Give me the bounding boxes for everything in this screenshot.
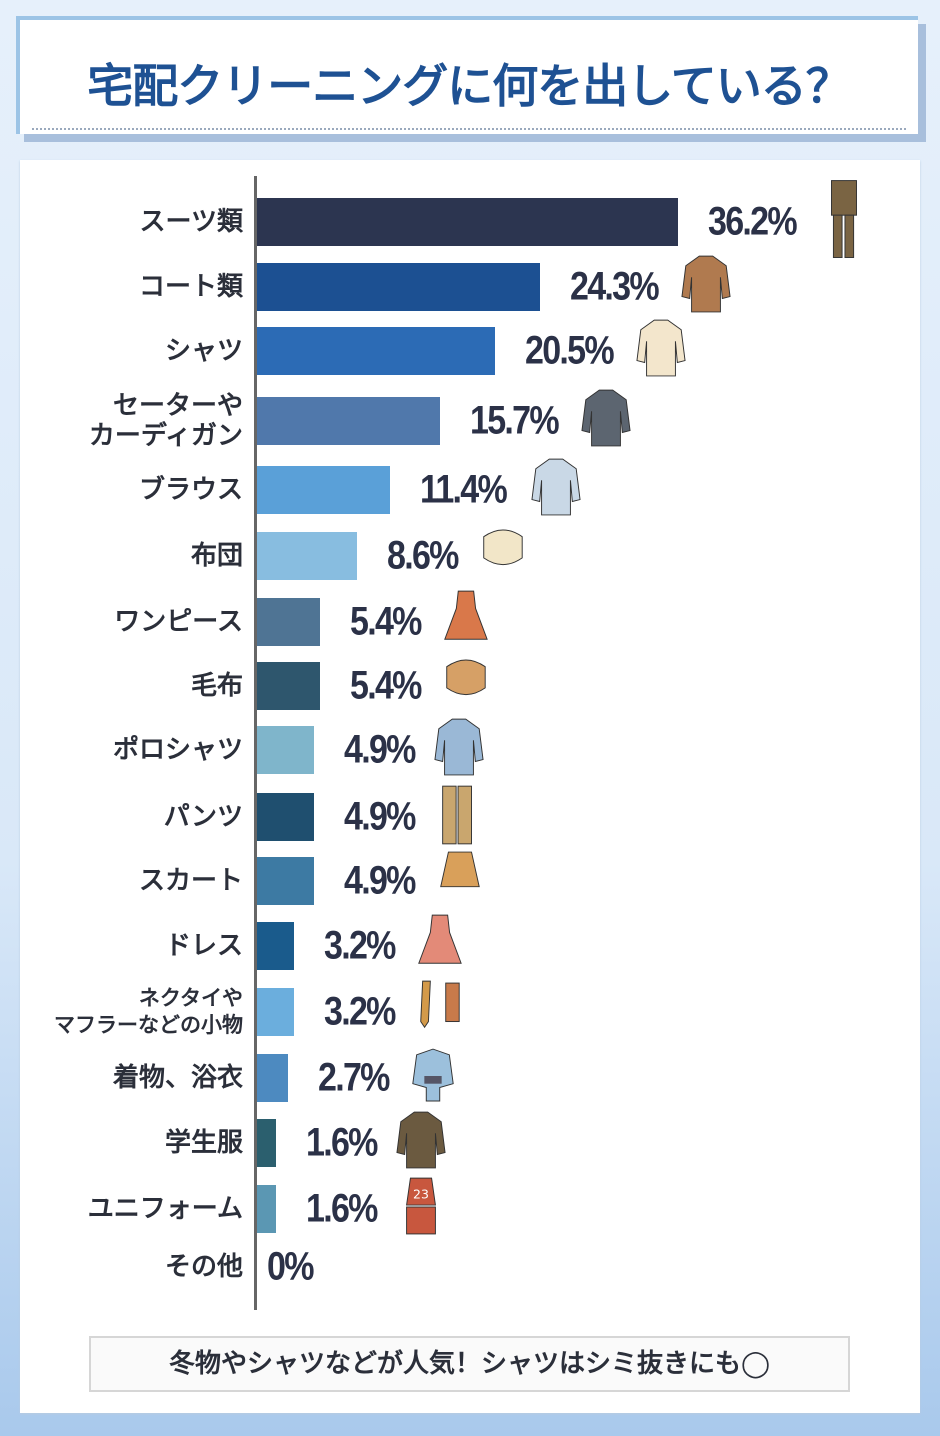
- category-label: パンツ: [163, 802, 243, 832]
- data-label: 4.9%: [343, 858, 416, 903]
- y-axis-line: [254, 176, 257, 1310]
- bar: [257, 922, 295, 970]
- data-label: 5.4%: [349, 599, 422, 644]
- data-label: 8.6%: [387, 533, 459, 578]
- category-label: 布団: [190, 541, 243, 571]
- blouse-icon: [531, 456, 581, 524]
- bar: [257, 857, 314, 905]
- bar: [257, 263, 540, 311]
- data-label: 4.9%: [343, 727, 416, 772]
- bar: [257, 726, 314, 774]
- blanket-icon: [440, 652, 490, 720]
- title-divider: [32, 128, 906, 130]
- category-label: セーターや カーディガン: [88, 391, 243, 451]
- category-label: ユニフォーム: [87, 1194, 243, 1224]
- category-label: ポロシャツ: [112, 735, 243, 765]
- data-label: 1.6%: [305, 1186, 378, 1231]
- data-label: 3.2%: [324, 989, 396, 1034]
- dress-icon: [440, 588, 490, 656]
- category-label: 着物、浴衣: [112, 1063, 243, 1093]
- data-label: 36.2%: [708, 199, 798, 244]
- suit-icon: [819, 175, 869, 269]
- category-label: スカート: [138, 866, 243, 896]
- category-label: 毛布: [190, 671, 243, 701]
- bar: [257, 327, 496, 375]
- coat-icon: [681, 253, 731, 321]
- title-box: 宅配クリーニングに何を出している？: [16, 16, 918, 134]
- data-label: 2.7%: [318, 1055, 390, 1100]
- data-label: 5.4%: [349, 663, 422, 708]
- uniform-icon: 23: [396, 1175, 446, 1243]
- data-label: 11.4%: [419, 467, 508, 512]
- category-label: 学生服: [164, 1128, 243, 1158]
- polo-shirt-icon: [434, 716, 484, 784]
- bar: [257, 397, 440, 445]
- bar: [257, 532, 358, 580]
- category-label: その他: [164, 1252, 243, 1282]
- bar: [257, 1054, 289, 1102]
- data-label: 4.9%: [343, 794, 416, 839]
- data-label: 15.7%: [469, 398, 560, 443]
- category-label: コート類: [138, 272, 243, 302]
- bar: [257, 793, 314, 841]
- category-label: ドレス: [164, 931, 243, 961]
- data-label: 1.6%: [305, 1120, 378, 1165]
- category-label: ワンピース: [114, 607, 243, 637]
- data-label: 20.5%: [525, 328, 615, 373]
- category-label: ブラウス: [138, 475, 243, 505]
- data-label: 0%: [267, 1244, 314, 1289]
- data-label: 3.2%: [324, 923, 396, 968]
- sweater-icon: [581, 387, 631, 455]
- futon-icon: [477, 522, 527, 590]
- category-label: シャツ: [164, 336, 243, 366]
- category-label: スーツ類: [139, 207, 243, 237]
- skirt-icon: [434, 847, 484, 915]
- summary-note: 冬物やシャツなどが人気！シャツはシミ抜きにも◯: [89, 1336, 850, 1392]
- party-dress-icon: [414, 912, 464, 980]
- bar: [257, 662, 320, 710]
- tie-scarf-icon: [414, 978, 464, 1046]
- bar: [257, 1185, 276, 1233]
- bar: [257, 1119, 276, 1167]
- shirt-icon: [636, 317, 686, 385]
- kimono-icon: [408, 1044, 458, 1112]
- svg-text:23: 23: [413, 1186, 429, 1201]
- school-uniform-icon: [396, 1109, 446, 1177]
- bar: [257, 466, 390, 514]
- bar: [257, 598, 320, 646]
- pants-icon: [434, 783, 484, 851]
- chart-title: 宅配クリーニングに何を出している？: [87, 59, 852, 113]
- bar: [257, 988, 295, 1036]
- category-label: ネクタイや マフラーなどの小物: [54, 986, 243, 1037]
- data-label: 24.3%: [569, 264, 660, 309]
- bar: [257, 198, 678, 246]
